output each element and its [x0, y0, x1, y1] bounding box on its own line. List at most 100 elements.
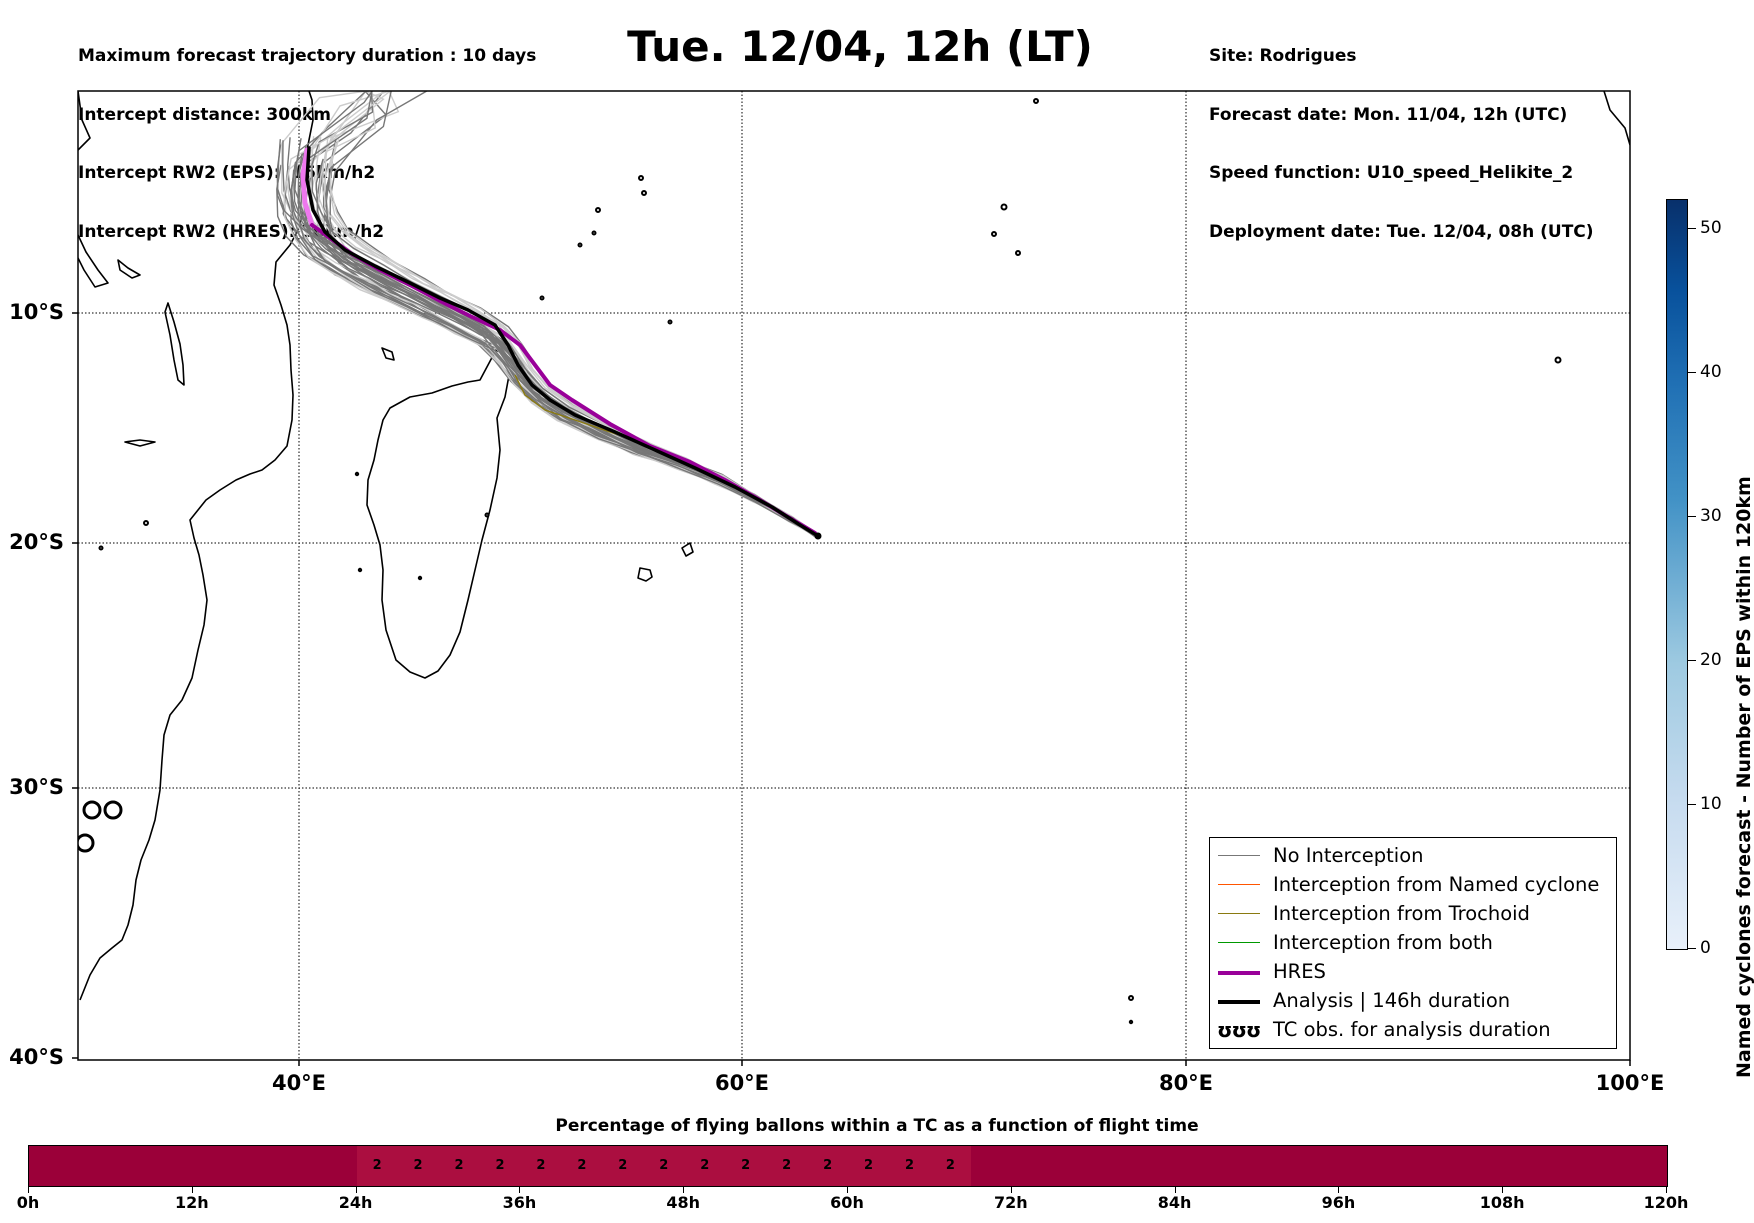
legend-line-sample	[1218, 1000, 1260, 1004]
timeline-tick-label: 72h	[993, 1193, 1028, 1212]
timeline-cell	[971, 1146, 1012, 1186]
timeline-tick-label: 84h	[1157, 1193, 1192, 1212]
deployment-date-text: Deployment date: Tue. 12/04, 08h (UTC)	[1209, 221, 1594, 242]
colorbar-tick-label: 10	[1700, 793, 1722, 814]
timeline-cell: 2	[602, 1146, 644, 1186]
legend-label: HRES	[1273, 960, 1326, 983]
ensemble-trajectory-line	[276, 139, 820, 537]
timeline-cell: 2	[766, 1146, 808, 1186]
timeline-cell	[1053, 1146, 1094, 1186]
timeline-cell	[1176, 1146, 1217, 1186]
timeline-cell	[1258, 1146, 1299, 1186]
colorbar-tick-label: 20	[1700, 649, 1722, 670]
timeline-cell	[1585, 1146, 1626, 1186]
timeline-tick	[519, 1187, 521, 1193]
ensemble-trajectory-line	[298, 145, 817, 536]
lon-label-40e: 40°E	[271, 1071, 327, 1095]
legend-label: Interception from both	[1273, 931, 1493, 954]
ensemble-trajectory-line	[293, 91, 821, 537]
timeline-tick-label: 36h	[502, 1193, 537, 1212]
legend-line-sample	[1218, 884, 1260, 885]
coast-segment-4	[78, 91, 91, 151]
madagascar-coast	[366, 349, 511, 679]
legend-item-tc-obs: ʊʊʊ TC obs. for analysis duration	[1210, 1016, 1616, 1044]
ensemble-trajectory-line	[282, 165, 820, 538]
intercept-eps-text: Intercept RW2 (EPS): 15km/h2	[78, 163, 376, 183]
ensemble-trajectory-line	[291, 162, 820, 538]
timeline-cell	[1135, 1146, 1176, 1186]
comoros-island	[381, 347, 395, 361]
timeline-cell: 2	[929, 1146, 971, 1186]
ensemble-trajectory-line	[329, 91, 817, 538]
speed-function-text: Speed function: U10_speed_Helikite_2	[1209, 163, 1574, 183]
release-site-marker	[814, 532, 822, 540]
legend-line-sample	[1218, 942, 1260, 943]
colorbar-tick-label: 30	[1700, 505, 1722, 526]
ensemble-trajectory-line	[283, 91, 819, 538]
mauritius-island	[681, 542, 694, 557]
ensemble-trajectory-line	[329, 139, 821, 536]
legend-label: TC obs. for analysis duration	[1273, 1018, 1551, 1041]
lat-label-20s: 20°S	[9, 530, 64, 554]
ensemble-trajectory-line	[315, 158, 820, 536]
timeline-cell	[316, 1146, 357, 1186]
timeline-cell	[1544, 1146, 1585, 1186]
ensemble-trajectory-line	[304, 177, 821, 537]
ensemble-trajectory-line	[328, 139, 819, 537]
colorbar	[1666, 199, 1688, 950]
coastlines	[78, 91, 1630, 1001]
legend-label: No Interception	[1273, 844, 1424, 867]
timeline-tick	[1010, 1187, 1012, 1193]
header-right-info: Site: Rodrigues Forecast date: Mon. 11/0…	[1209, 8, 1594, 262]
colorbar-tick	[1688, 659, 1696, 661]
colorbar-tick-label: 0	[1700, 938, 1711, 958]
tc-obs-markers	[78, 800, 123, 853]
lat-label-10s: 10°S	[9, 300, 64, 324]
ensemble-trajectory-line	[324, 163, 820, 535]
ensemble-trajectory-line	[329, 142, 818, 536]
timeline-cell: 2	[643, 1146, 685, 1186]
timeline-cell: 2	[684, 1146, 726, 1186]
timeline-cell	[1421, 1146, 1462, 1186]
analysis-track	[305, 146, 820, 538]
legend-item-hres: HRES	[1210, 958, 1616, 986]
ensemble-trajectory-line	[324, 138, 818, 537]
timeline-cell	[152, 1146, 193, 1186]
legend-item-both: Interception from both	[1210, 929, 1616, 957]
ensemble-trajectory-line	[299, 91, 817, 538]
ensemble-trajectory-line	[297, 167, 821, 536]
forecast-date-text: Forecast date: Mon. 11/04, 12h (UTC)	[1209, 104, 1568, 125]
legend-item-named-cyclone: Interception from Named cyclone	[1210, 871, 1616, 899]
africa-coast	[79, 91, 314, 1001]
colorbar-tick-label: 50	[1700, 217, 1722, 238]
colorbar-tick	[1688, 948, 1696, 949]
timeline-tick-label: 108h	[1479, 1193, 1525, 1212]
ensemble-trajectory-line	[289, 166, 818, 537]
timeline-cell: 2	[356, 1146, 398, 1186]
colorbar-tick	[1688, 803, 1696, 805]
timeline-cell: 2	[479, 1146, 521, 1186]
reunion-island	[637, 567, 653, 582]
ensemble-trajectory-line	[297, 152, 819, 535]
lat-label-40s: 40°S	[9, 1045, 64, 1069]
colorbar-tick	[1688, 515, 1696, 517]
timeline-cell	[29, 1146, 70, 1186]
timeline-cell: 2	[807, 1146, 849, 1186]
ensemble-trajectory-line	[301, 176, 819, 536]
legend-label: Analysis | 146h duration	[1273, 989, 1511, 1012]
timeline-cell	[70, 1146, 111, 1186]
timeline-tick	[1338, 1187, 1340, 1193]
timeline-cell	[1462, 1146, 1503, 1186]
timeline-tick	[847, 1187, 848, 1193]
ensemble-trajectory-line	[276, 164, 818, 538]
max-duration-text: Maximum forecast trajectory duration : 1…	[78, 46, 537, 66]
legend-item-analysis: Analysis | 146h duration	[1210, 987, 1616, 1015]
timeline-tick-label: 48h	[666, 1193, 701, 1212]
ensemble-trajectory-line	[283, 169, 818, 535]
timeline-cell	[275, 1146, 316, 1186]
coast-segment-2	[117, 259, 141, 279]
timeline-cell: 2	[889, 1146, 930, 1186]
legend-item-no-interception: No Interception	[1210, 842, 1616, 870]
timeline-cell: 2	[520, 1146, 562, 1186]
ensemble-trajectories	[276, 91, 821, 539]
